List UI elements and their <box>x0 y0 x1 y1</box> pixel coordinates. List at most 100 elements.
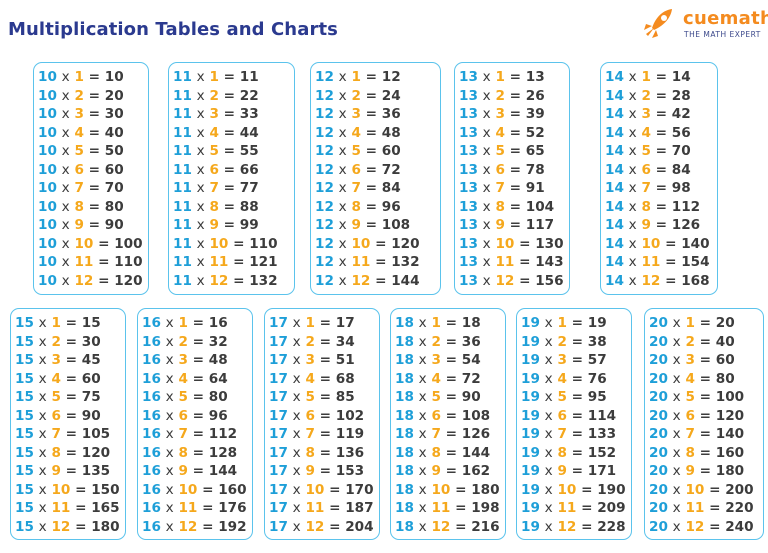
times-sign: x <box>418 315 427 331</box>
table-number: 19 <box>521 500 540 516</box>
table-row: 20 x 9 = 180 <box>649 462 761 481</box>
multiplier: 12 <box>209 272 229 289</box>
product: 60 <box>81 370 101 387</box>
equals-sign: = <box>192 352 205 368</box>
table-row: 11 x 3 = 33 <box>173 105 292 124</box>
times-sign: x <box>61 143 70 159</box>
table-number: 15 <box>15 463 34 479</box>
table-row: 16 x 5 = 80 <box>142 388 250 407</box>
table-row: 18 x 10 = 180 <box>395 481 503 500</box>
table-row: 10 x 10 = 100 <box>38 235 146 254</box>
product: 204 <box>345 518 374 535</box>
multiplier: 12 <box>431 518 451 535</box>
table-row: 19 x 1 = 19 <box>521 314 629 333</box>
multiplier: 2 <box>351 87 361 104</box>
table-row: 19 x 3 = 57 <box>521 351 629 370</box>
product: 20 <box>104 87 124 104</box>
equals-sign: = <box>88 217 101 233</box>
times-sign: x <box>38 352 47 368</box>
table-row: 12 x 6 = 72 <box>315 161 438 180</box>
equals-sign: = <box>665 272 677 289</box>
table-row: 15 x 8 = 120 <box>15 444 123 463</box>
product: 66 <box>239 161 259 178</box>
table-row: 12 x 3 = 36 <box>315 105 438 124</box>
table-row: 18 x 3 = 54 <box>395 351 503 370</box>
multiplier: 7 <box>641 180 651 196</box>
equals-sign: = <box>75 500 87 516</box>
product: 190 <box>597 481 626 498</box>
multiplier: 7 <box>495 180 505 196</box>
multiplier: 10 <box>351 235 371 252</box>
table-row: 10 x 9 = 90 <box>38 216 146 235</box>
multiplier: 11 <box>74 254 94 270</box>
times-sign: x <box>544 481 553 498</box>
times-sign: x <box>672 370 681 387</box>
multiplier: 4 <box>431 370 441 387</box>
times-sign: x <box>196 106 205 122</box>
table-row: 13 x 3 = 39 <box>459 105 567 124</box>
table-row: 19 x 8 = 152 <box>521 444 629 463</box>
table-number: 12 <box>315 272 334 289</box>
times-sign: x <box>292 500 301 516</box>
times-sign: x <box>482 106 491 122</box>
table-number: 18 <box>395 389 414 405</box>
times-sign: x <box>165 370 174 387</box>
table-number: 15 <box>15 315 34 331</box>
multiplier: 6 <box>351 161 361 178</box>
table-number: 17 <box>269 352 288 368</box>
equals-sign: = <box>571 352 584 368</box>
table-number: 15 <box>15 333 34 350</box>
table-row: 20 x 1 = 20 <box>649 314 761 333</box>
product: 136 <box>335 444 365 461</box>
table-number: 19 <box>521 463 540 479</box>
table-row: 12 x 7 = 84 <box>315 179 438 198</box>
product: 96 <box>381 198 401 215</box>
times-sign: x <box>196 180 205 196</box>
product: 110 <box>249 235 278 252</box>
times-sign: x <box>61 124 70 141</box>
table-number: 12 <box>315 198 334 215</box>
table-row: 11 x 5 = 55 <box>173 142 292 161</box>
times-sign: x <box>61 254 70 270</box>
table-row: 10 x 7 = 70 <box>38 179 146 198</box>
table-number: 18 <box>395 518 414 535</box>
product: 192 <box>218 518 247 535</box>
table-row: 16 x 2 = 32 <box>142 333 250 352</box>
times-sign: x <box>628 143 637 159</box>
table-number: 16 <box>142 407 161 424</box>
multiplier: 1 <box>305 315 315 331</box>
table-row: 19 x 9 = 171 <box>521 462 629 481</box>
times-sign: x <box>482 161 491 178</box>
table-row: 13 x 4 = 52 <box>459 124 567 143</box>
product: 135 <box>81 463 111 479</box>
table-number: 14 <box>605 254 624 270</box>
multiplier: 9 <box>74 217 84 233</box>
equals-sign: = <box>445 352 458 368</box>
brand-logo[interactable]: cuemath THE MATH EXPERT <box>640 6 768 42</box>
table-number: 17 <box>269 463 288 479</box>
table-number: 15 <box>15 389 34 405</box>
equals-sign: = <box>699 426 712 442</box>
times-sign: x <box>482 69 491 85</box>
times-sign: x <box>196 235 205 252</box>
product: 60 <box>104 161 124 178</box>
table-number: 19 <box>521 370 540 387</box>
product: 98 <box>671 180 691 196</box>
equals-sign: = <box>571 407 584 424</box>
product: 19 <box>587 315 607 331</box>
times-sign: x <box>165 333 174 350</box>
table-row: 20 x 11 = 220 <box>649 499 761 518</box>
table-number: 14 <box>605 217 624 233</box>
multiplier: 9 <box>178 463 188 479</box>
table-number: 11 <box>173 254 192 270</box>
times-sign: x <box>672 481 681 498</box>
table-row: 12 x 8 = 96 <box>315 198 438 217</box>
table-row: 13 x 8 = 104 <box>459 198 567 217</box>
multiplier: 2 <box>431 333 441 350</box>
table-number: 10 <box>38 254 57 270</box>
table-number: 13 <box>459 198 478 215</box>
product: 84 <box>381 180 401 196</box>
multiplier: 5 <box>641 143 651 159</box>
multiplier: 8 <box>305 444 315 461</box>
table-row: 20 x 3 = 60 <box>649 351 761 370</box>
